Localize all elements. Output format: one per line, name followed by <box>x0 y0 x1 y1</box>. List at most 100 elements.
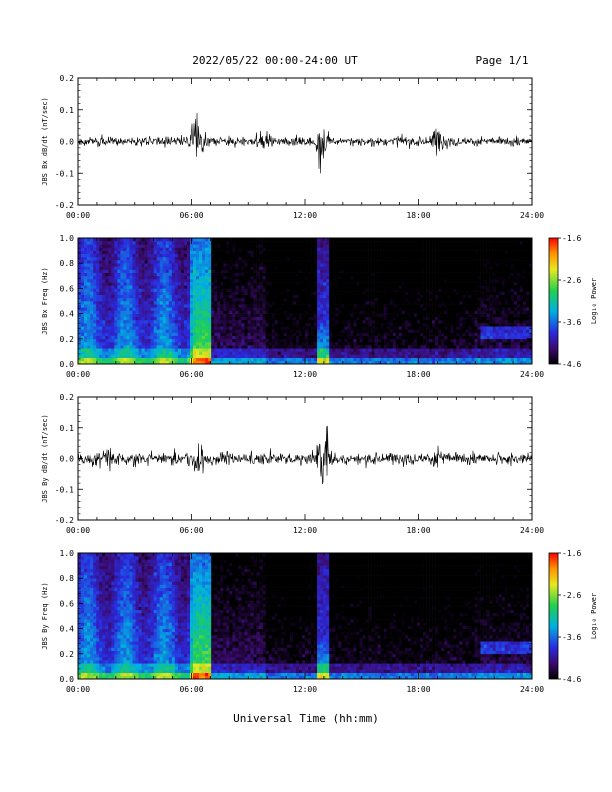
spectrogram-cell <box>429 256 433 261</box>
spectrogram-cell <box>186 260 191 264</box>
spectrogram-cell <box>162 357 167 362</box>
spectrogram-cell <box>211 304 215 308</box>
spectrogram-cell <box>311 319 315 324</box>
spectrogram-cell <box>420 351 424 355</box>
spectrogram-cell <box>226 332 230 336</box>
spectrogram-cell <box>235 332 239 336</box>
spectrogram-cell <box>141 285 145 289</box>
spectrogram-cell <box>314 282 318 286</box>
spectrogram-cell <box>438 263 442 267</box>
spectrogram-cell <box>389 291 394 295</box>
spectrogram-cell <box>229 250 233 255</box>
spectrogram-cell <box>105 250 109 255</box>
spectrogram-cell <box>226 307 230 311</box>
spectrogram-cell <box>123 316 127 321</box>
spectrogram-cell <box>171 301 176 305</box>
spectrogram-cell <box>420 269 424 273</box>
spectrogram-cell <box>356 310 360 314</box>
spectrogram-cell <box>199 351 203 355</box>
spectrogram-cell <box>386 329 391 333</box>
spectrogram-cell <box>423 291 427 295</box>
spectrogram-cell <box>274 329 279 333</box>
spectrogram-cell <box>353 291 357 295</box>
spectrogram-cell <box>199 275 203 280</box>
spectrogram-cell <box>389 263 394 267</box>
spectrogram-cell <box>398 313 403 318</box>
spectrogram-cell <box>162 307 167 311</box>
spectrogram-cell <box>344 272 348 277</box>
spectrogram-cell <box>193 348 197 352</box>
spectrogram-cell <box>305 285 309 289</box>
spectrogram-cell <box>165 250 170 255</box>
spectrogram-cell <box>314 238 318 242</box>
spectrogram-cell <box>374 360 378 365</box>
spectrogram-cell <box>347 263 351 267</box>
spectrogram-cell <box>438 341 442 346</box>
spectrogram-cell <box>220 341 224 346</box>
spectrogram-cell <box>193 278 197 283</box>
spectrogram-cell <box>177 304 182 308</box>
spectrogram-cell <box>129 335 133 340</box>
spectrogram-cell <box>244 285 248 289</box>
spectrogram-cell <box>271 301 276 305</box>
spectrogram-cell <box>232 326 236 330</box>
spectrogram-cell <box>220 338 224 343</box>
spectrogram-cell <box>380 250 384 255</box>
spectrogram-cell <box>102 288 106 292</box>
spectrogram-cell <box>81 297 85 302</box>
spectrogram-cell <box>180 332 185 336</box>
spectrogram-cell <box>93 238 97 242</box>
spectrogram-cell <box>162 329 167 333</box>
spectrogram-cell <box>223 275 227 280</box>
spectrogram-cell <box>286 313 291 318</box>
spectrogram-cell <box>305 266 309 270</box>
spectrogram-cell <box>368 294 372 299</box>
spectrogram-cell <box>332 348 336 352</box>
spectrogram-cell <box>111 266 115 270</box>
spectrogram-cell <box>308 332 312 336</box>
spectrogram-cell <box>238 241 242 245</box>
spectrogram-cell <box>323 304 327 308</box>
spectrogram-cell <box>171 329 176 333</box>
spectrogram-cell <box>159 357 164 362</box>
spectrogram-cell <box>244 291 248 295</box>
spectrogram-cell <box>99 310 103 314</box>
spectrogram-cell <box>93 329 97 333</box>
spectrogram-cell <box>377 244 381 248</box>
spectrogram-cell <box>235 253 239 258</box>
spectrogram-cell <box>208 338 212 343</box>
spectrogram-cell <box>189 310 194 314</box>
spectrogram-cell <box>362 301 366 305</box>
spectrogram-cell <box>265 326 269 330</box>
spectrogram-cell <box>429 272 433 277</box>
spectrogram-cell <box>162 348 167 352</box>
spectrogram-cell <box>265 256 269 261</box>
spectrogram-cell <box>301 263 306 267</box>
spectrogram-cell <box>308 319 312 324</box>
spectrogram-cell <box>277 247 282 251</box>
spectrogram-cell <box>126 360 130 365</box>
spectrogram-cell <box>420 250 424 255</box>
spectrogram-cell <box>247 341 251 346</box>
spectrogram-cell <box>202 253 206 258</box>
spectrogram-cell <box>426 266 430 270</box>
spectrogram-cell <box>238 323 242 327</box>
spectrogram-cell <box>311 294 315 299</box>
spectrogram-cell <box>283 310 288 314</box>
spectrogram-cell <box>214 247 218 251</box>
spectrogram-cell <box>232 301 236 305</box>
spectrogram-cell <box>217 307 221 311</box>
spectrogram-cell <box>189 260 194 264</box>
spectrogram-cell <box>320 285 324 289</box>
spectrogram-cell <box>350 301 354 305</box>
spectrogram-cell <box>262 253 266 258</box>
spectrogram-cell <box>226 316 230 321</box>
spectrogram-cell <box>286 260 291 264</box>
spectrogram-cell <box>202 238 206 242</box>
spectrogram-cell <box>105 244 109 248</box>
spectrogram-cell <box>159 319 164 324</box>
spectrogram-cell <box>362 241 366 245</box>
spectrogram-cell <box>377 294 381 299</box>
spectrogram-cell <box>314 313 318 318</box>
spectrogram-cell <box>232 323 236 327</box>
